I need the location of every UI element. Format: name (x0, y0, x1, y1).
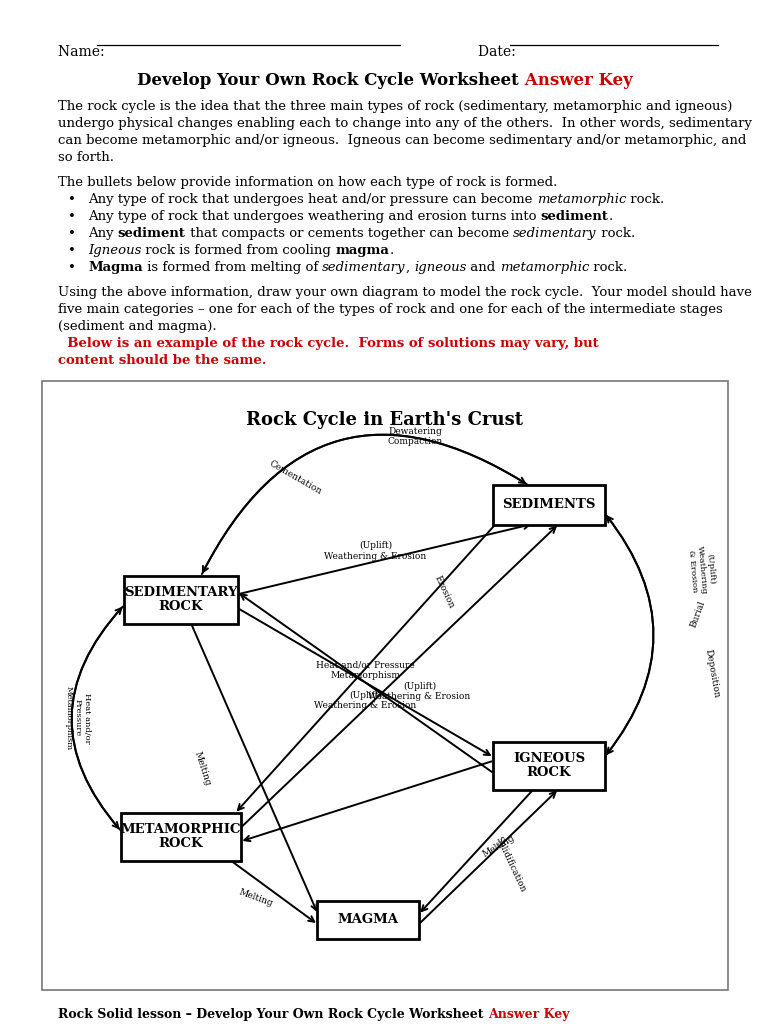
FancyBboxPatch shape (317, 901, 419, 939)
Text: Name:: Name: (58, 45, 109, 59)
Text: Burial: Burial (689, 600, 707, 629)
Text: that compacts or cements together can become: that compacts or cements together can be… (186, 227, 513, 240)
Text: Below is an example of the rock cycle.  Forms of solutions may vary, but: Below is an example of the rock cycle. F… (58, 337, 598, 350)
Text: •: • (68, 261, 76, 274)
Text: Any: Any (88, 227, 118, 240)
Text: (Uplift)
Weathering & Erosion: (Uplift) Weathering & Erosion (324, 542, 427, 561)
FancyBboxPatch shape (493, 741, 605, 790)
Text: Any type of rock that undergoes weathering and erosion turns into: Any type of rock that undergoes weatheri… (88, 210, 541, 223)
FancyBboxPatch shape (42, 381, 728, 990)
Text: sedimentary: sedimentary (322, 261, 406, 274)
Text: IGNEOUS
ROCK: IGNEOUS ROCK (513, 752, 585, 779)
Text: SEDIMENTS: SEDIMENTS (503, 498, 596, 511)
Text: (Uplift)
Weathering & Erosion: (Uplift) Weathering & Erosion (314, 691, 417, 711)
Text: sediment: sediment (118, 227, 186, 240)
Text: magma: magma (336, 244, 390, 257)
Text: The bullets below provide information on how each type of rock is formed.: The bullets below provide information on… (58, 176, 557, 189)
Text: (Uplift)
Weathering
& Erosion: (Uplift) Weathering & Erosion (687, 545, 718, 595)
FancyBboxPatch shape (124, 575, 238, 624)
Text: is formed from melting of: is formed from melting of (142, 261, 322, 274)
Text: •: • (68, 227, 76, 240)
Text: Answer Key: Answer Key (488, 1008, 569, 1021)
Text: igneous: igneous (414, 261, 467, 274)
Text: rock.: rock. (626, 193, 665, 206)
Text: Dewatering
Compaction: Dewatering Compaction (387, 427, 443, 446)
FancyBboxPatch shape (121, 813, 241, 861)
Text: MAGMA: MAGMA (338, 913, 399, 927)
Text: Using the above information, draw your own diagram to model the rock cycle.  You: Using the above information, draw your o… (58, 286, 752, 299)
Text: rock.: rock. (597, 227, 635, 240)
Text: rock.: rock. (589, 261, 628, 274)
Text: Erosion: Erosion (433, 573, 456, 609)
Text: sedimentary: sedimentary (513, 227, 597, 240)
Text: Rock Cycle in Earth's Crust: Rock Cycle in Earth's Crust (246, 411, 524, 429)
Text: •: • (68, 210, 76, 223)
Text: ,: , (406, 261, 414, 274)
Text: METAMORPHIC
ROCK: METAMORPHIC ROCK (120, 823, 241, 850)
Text: metamorphic: metamorphic (537, 193, 626, 206)
Text: Solidification: Solidification (494, 836, 527, 894)
Text: and: and (467, 261, 500, 274)
Text: .: . (608, 210, 613, 223)
Text: Date:: Date: (478, 45, 520, 59)
Text: Develop Your Own Rock Cycle Worksheet: Develop Your Own Rock Cycle Worksheet (137, 72, 519, 89)
Text: metamorphic: metamorphic (500, 261, 589, 274)
Text: .: . (390, 244, 393, 257)
Text: rock is formed from cooling: rock is formed from cooling (142, 244, 336, 257)
Text: Melting: Melting (192, 751, 213, 787)
Text: content should be the same.: content should be the same. (58, 354, 266, 367)
Text: Cementation: Cementation (267, 459, 323, 497)
Text: Magma: Magma (88, 261, 142, 274)
Text: sediment: sediment (541, 210, 608, 223)
Text: undergo physical changes enabling each to change into any of the others.  In oth: undergo physical changes enabling each t… (58, 117, 752, 130)
Text: Heat and/or
Pressure
Metamorphism: Heat and/or Pressure Metamorphism (65, 686, 91, 751)
Text: The rock cycle is the idea that the three main types of rock (sedimentary, metam: The rock cycle is the idea that the thre… (58, 100, 732, 113)
Text: can become metamorphic and/or igneous.  Igneous can become sedimentary and/or me: can become metamorphic and/or igneous. I… (58, 134, 746, 147)
Text: Melting: Melting (238, 888, 274, 908)
Text: so forth.: so forth. (58, 151, 114, 164)
Text: (sediment and magma).: (sediment and magma). (58, 319, 216, 333)
Text: Any type of rock that undergoes heat and/or pressure can become: Any type of rock that undergoes heat and… (88, 193, 537, 206)
Text: Heat and/or Pressure
Metamorphism: Heat and/or Pressure Metamorphism (316, 660, 415, 680)
FancyBboxPatch shape (493, 484, 605, 524)
Text: Answer Key: Answer Key (519, 72, 633, 89)
Text: Deposition: Deposition (703, 648, 721, 698)
Text: five main categories – one for each of the types of rock and one for each of the: five main categories – one for each of t… (58, 303, 723, 316)
Text: SEDIMENTARY
ROCK: SEDIMENTARY ROCK (124, 586, 237, 613)
Text: •: • (68, 193, 76, 206)
Text: •: • (68, 244, 76, 257)
Text: Igneous: Igneous (88, 244, 142, 257)
Text: (Uplift)
Weathering & Erosion: (Uplift) Weathering & Erosion (368, 681, 470, 701)
Text: Melting: Melting (480, 834, 516, 859)
Text: Rock Solid lesson – Develop Your Own Rock Cycle Worksheet: Rock Solid lesson – Develop Your Own Roc… (58, 1008, 488, 1021)
